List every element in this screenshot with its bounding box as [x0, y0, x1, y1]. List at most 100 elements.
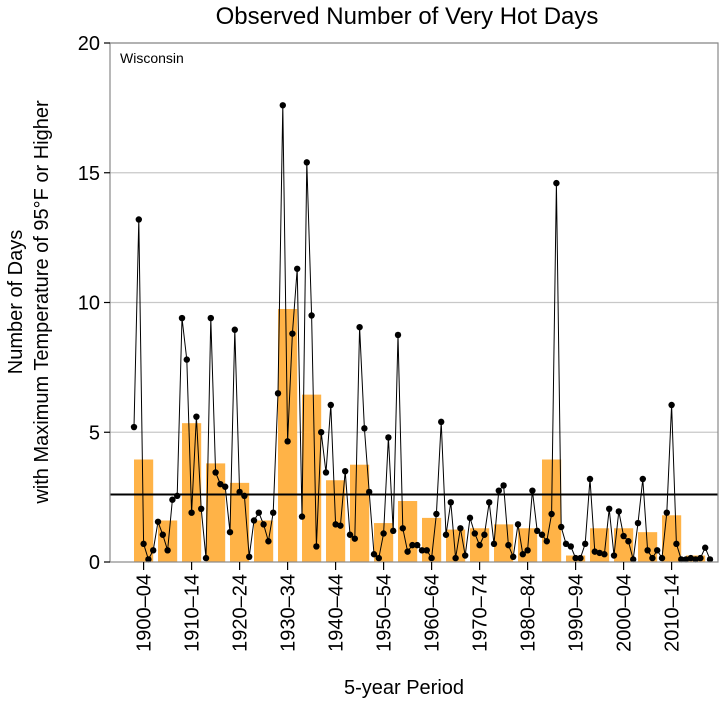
- y-tick-label: 20: [78, 33, 100, 55]
- point-1975: [490, 540, 498, 548]
- point-1985: [538, 531, 546, 538]
- point-2017: [692, 556, 699, 563]
- point-1972: [476, 541, 483, 549]
- point-1942: [332, 521, 339, 528]
- point-1925: [250, 517, 258, 524]
- region-label: Wisconsin: [120, 50, 184, 66]
- point-1930: [274, 390, 282, 397]
- point-1913: [193, 413, 200, 420]
- y-tick-label: 15: [78, 163, 100, 185]
- point-1937: [308, 312, 315, 319]
- point-1936: [303, 159, 310, 166]
- point-2015: [682, 556, 690, 563]
- chart-title: Observed Number of Very Hot Days: [216, 3, 599, 30]
- y-tick-label: 5: [89, 422, 100, 444]
- point-1995: [586, 475, 594, 483]
- y-axis: 0 5 10 15 20: [78, 33, 110, 574]
- bar-1965–69: [446, 529, 466, 562]
- point-1907: [164, 547, 171, 554]
- point-1973: [481, 531, 488, 538]
- point-1911: [183, 356, 190, 363]
- point-1919: [222, 483, 229, 490]
- point-1926: [255, 509, 262, 516]
- point-1950: [370, 551, 378, 558]
- point-2012: [668, 401, 675, 409]
- point-1923: [241, 492, 248, 500]
- point-1993: [577, 554, 584, 562]
- point-1962: [428, 554, 435, 562]
- x-tick-label: 2000–04: [614, 574, 636, 652]
- point-1978: [505, 541, 512, 549]
- point-1948: [361, 425, 368, 432]
- y-axis-label-line1: Number of Days: [5, 230, 27, 375]
- x-tick-label: 1990–94: [566, 574, 588, 652]
- point-1914: [198, 505, 205, 513]
- point-1931: [279, 102, 286, 109]
- point-1905: [154, 518, 162, 525]
- point-2019: [702, 544, 709, 551]
- point-1969: [462, 552, 469, 559]
- point-2013: [673, 540, 680, 548]
- point-1998: [601, 551, 608, 558]
- x-tick-label: 1960–64: [422, 574, 444, 652]
- x-tick-label: 1980–84: [518, 574, 540, 652]
- point-1941: [327, 401, 334, 409]
- point-1983: [529, 487, 536, 494]
- point-2009: [654, 547, 661, 554]
- bar-2000–04: [614, 528, 634, 562]
- bar-1915–19: [206, 463, 226, 562]
- point-1929: [270, 509, 277, 516]
- y-tick-label: 10: [78, 293, 100, 315]
- point-1940: [322, 469, 330, 476]
- point-2020: [706, 556, 714, 563]
- point-1970: [466, 514, 474, 522]
- point-1980: [514, 521, 522, 528]
- point-1922: [236, 488, 243, 496]
- point-2004: [630, 556, 637, 563]
- point-1944: [342, 467, 349, 475]
- point-1910: [178, 314, 186, 322]
- point-1963: [433, 510, 440, 518]
- point-1955: [394, 331, 402, 339]
- point-1953: [385, 434, 392, 441]
- point-2005: [634, 519, 642, 527]
- point-1951: [375, 554, 382, 562]
- point-1901: [135, 216, 142, 223]
- point-1984: [534, 527, 541, 535]
- point-1982: [524, 547, 531, 554]
- point-1945: [346, 531, 354, 538]
- bar-2010–14: [662, 515, 682, 562]
- point-2010: [658, 554, 666, 562]
- gridlines: [110, 42, 718, 433]
- point-1965: [442, 531, 450, 538]
- point-2002: [620, 532, 627, 540]
- point-1904: [150, 547, 157, 554]
- point-1943: [337, 522, 344, 529]
- point-2006: [639, 475, 646, 483]
- bar-1905–09: [158, 520, 178, 562]
- point-1996: [591, 548, 598, 555]
- x-tick-label: 1900–04: [134, 574, 156, 652]
- point-1968: [457, 525, 464, 532]
- x-tick-label: 1910–14: [182, 574, 204, 652]
- point-1976: [495, 487, 502, 494]
- point-2003: [625, 538, 632, 545]
- point-1920: [226, 528, 234, 536]
- point-1997: [596, 549, 603, 557]
- point-1986: [543, 538, 550, 545]
- point-2007: [644, 547, 651, 554]
- point-1918: [217, 480, 224, 488]
- point-1908: [169, 496, 176, 503]
- point-1994: [582, 540, 589, 548]
- point-1915: [202, 554, 210, 562]
- point-2011: [663, 509, 670, 516]
- point-1946: [351, 535, 358, 542]
- point-1939: [318, 429, 325, 436]
- point-1966: [447, 499, 454, 506]
- x-axis: 1900–04 1910–14 1920–24 1930–34 1940–44 1950–…: [134, 562, 684, 652]
- bar-1945–49: [350, 464, 370, 562]
- point-1924: [246, 553, 253, 561]
- bar-1950–54: [374, 523, 394, 562]
- point-1992: [572, 554, 579, 562]
